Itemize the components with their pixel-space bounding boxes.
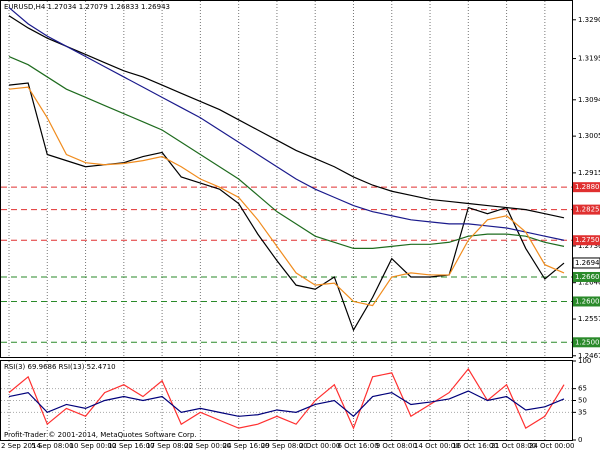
rsi-tick-label: 35 bbox=[578, 408, 587, 416]
level-box bbox=[573, 235, 600, 246]
series-line bbox=[8, 55, 565, 250]
x-tick-label: 14 Oct 00:00 bbox=[414, 442, 460, 450]
series-line bbox=[8, 82, 565, 332]
x-tick-label: 10 Sep 00:00 bbox=[70, 442, 117, 450]
x-tick-label: 29 Sep 08:00 bbox=[261, 442, 308, 450]
y-tick-label: 1.24670 bbox=[578, 352, 600, 360]
series-line bbox=[8, 390, 565, 418]
level-label: 1.28800 bbox=[575, 183, 600, 191]
level-box bbox=[573, 271, 600, 282]
x-tick-label: 22 Sep 00:00 bbox=[184, 442, 231, 450]
copyright: Profit-Trader © 2001-2014, MetaQuotes So… bbox=[4, 431, 197, 439]
x-tick-label: 9 Oct 08:00 bbox=[376, 442, 417, 450]
y-tick-label: 1.31950 bbox=[578, 55, 600, 63]
x-tick-label: 12 Sep 16:00 bbox=[108, 442, 155, 450]
series-line bbox=[8, 15, 565, 219]
rsi-tick-label: 0 bbox=[578, 436, 582, 444]
y-tick-label: 1.27360 bbox=[578, 242, 600, 250]
level-label: 1.26000 bbox=[575, 297, 600, 305]
level-label: 1.26600 bbox=[575, 273, 600, 281]
y-tick-label: 1.25570 bbox=[578, 315, 600, 323]
y-tick-label: 1.32900 bbox=[578, 16, 600, 24]
level-box bbox=[573, 204, 600, 215]
main-panel bbox=[0, 0, 573, 358]
current-label: 1.26943 bbox=[575, 259, 600, 267]
rsi-tick-label: 50 bbox=[578, 397, 587, 405]
y-tick-label: 1.30940 bbox=[578, 96, 600, 104]
rsi-title: RSI(3) 69.9686 RSI(13) 52.4710 bbox=[4, 363, 116, 371]
series-line bbox=[8, 7, 565, 241]
level-label: 1.28250 bbox=[575, 206, 600, 214]
y-tick-label: 1.29150 bbox=[578, 169, 600, 177]
x-tick-label: 17 Sep 08:00 bbox=[146, 442, 193, 450]
x-tick-label: 2 Oct 00:00 bbox=[299, 442, 340, 450]
x-tick-label: 24 Oct 00:00 bbox=[529, 442, 575, 450]
rsi-tick-label: 65 bbox=[578, 385, 587, 393]
y-tick-label: 1.30050 bbox=[578, 132, 600, 140]
x-tick-label: 5 Sep 08:00 bbox=[31, 442, 73, 450]
rsi-tick-label: 100 bbox=[578, 357, 591, 365]
level-box bbox=[573, 296, 600, 307]
x-tick-label: 16 Oct 16:00 bbox=[452, 442, 498, 450]
x-tick-label: 2 Sep 2014 bbox=[1, 442, 41, 450]
level-label: 1.25000 bbox=[575, 338, 600, 346]
level-box bbox=[573, 182, 600, 193]
x-tick-label: 24 Sep 16:00 bbox=[223, 442, 270, 450]
level-box bbox=[573, 337, 600, 348]
y-tick-label: 1.26460 bbox=[578, 279, 600, 287]
series-line bbox=[8, 86, 565, 307]
x-tick-label: 21 Oct 08:00 bbox=[491, 442, 537, 450]
current-box bbox=[572, 257, 600, 269]
x-tick-label: 6 Oct 16:00 bbox=[337, 442, 378, 450]
series-line bbox=[8, 367, 565, 430]
chart-title: EURUSD,H4 1.27034 1.27079 1.26833 1.2694… bbox=[4, 3, 170, 11]
level-label: 1.27500 bbox=[575, 236, 600, 244]
